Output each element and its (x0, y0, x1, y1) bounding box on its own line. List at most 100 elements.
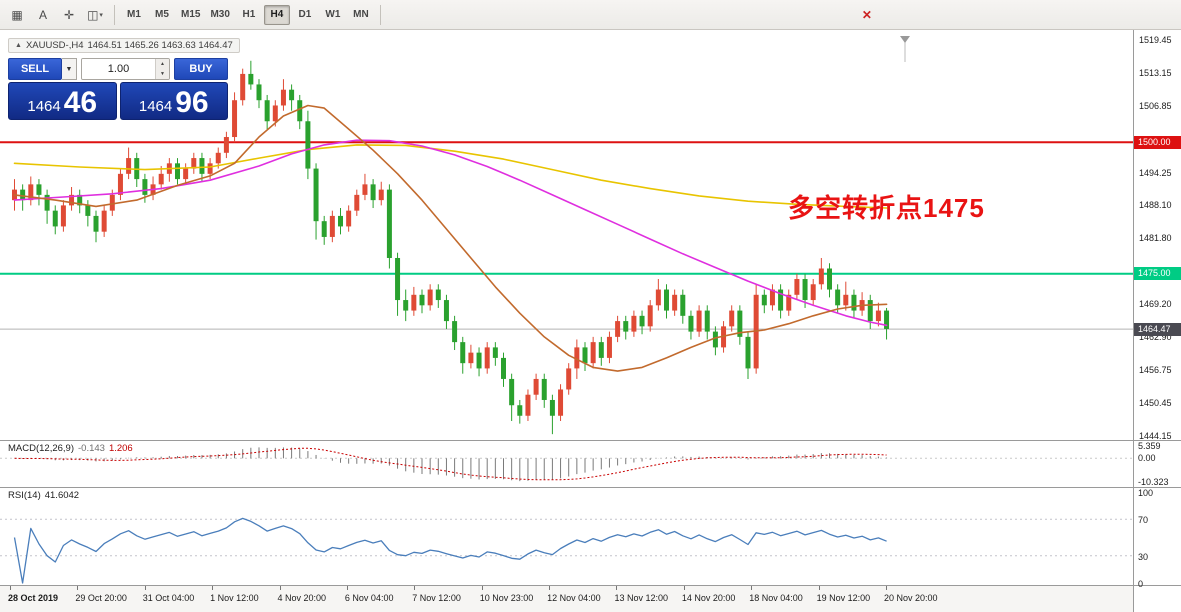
time-tick (549, 586, 551, 590)
macd-signal-value: 1.206 (108, 443, 133, 454)
panel-separator[interactable] (0, 585, 1181, 586)
timeframe-m5[interactable]: M5 (149, 5, 175, 25)
rsi-line (13, 517, 887, 584)
time-tick (481, 586, 483, 590)
time-tick (346, 586, 348, 590)
time-tick (212, 586, 214, 590)
macd-main-value: -0.143 (78, 443, 105, 454)
panel-separator[interactable] (0, 487, 1181, 488)
one-click-trading-panel: SELL ▼ ▲ ▼ BUY 1464 46 1464 96 (8, 58, 228, 120)
time-label: 6 Nov 04:00 (344, 593, 394, 603)
volume-field: ▲ ▼ (81, 58, 170, 80)
price-tick: 1494.25 (1139, 167, 1172, 178)
sell-price-display[interactable]: 1464 46 (8, 82, 117, 120)
price-tag-resistance: 1500.00 (1134, 135, 1181, 149)
buy-price-main: 1464 (138, 98, 173, 115)
macd-axis-tick: 0.00 (1138, 453, 1156, 464)
time-tick (77, 586, 79, 590)
delete-object-icon[interactable]: ✕ (855, 4, 879, 26)
price-tick: 1506.85 (1139, 101, 1172, 112)
macd-axis-tick: 5.359 (1138, 441, 1161, 451)
time-tick (886, 586, 887, 590)
time-label: 12 Nov 04:00 (547, 593, 601, 603)
rsi-axis-tick: 0 (1138, 579, 1144, 589)
time-label: 31 Oct 04:00 (142, 593, 195, 603)
volume-decrease-button[interactable]: ▼ (156, 69, 169, 79)
time-label: 13 Nov 12:00 (614, 593, 668, 603)
buy-price-display[interactable]: 1464 96 (119, 82, 228, 120)
volume-input[interactable] (82, 59, 155, 79)
toolbar: ▦ A ✛ ◫ ▾ M1 M5 M15 M30 H1 H4 D1 W1 MN ✕ (0, 0, 1181, 30)
time-label: 10 Nov 23:00 (479, 593, 534, 603)
draw-tools-icon[interactable]: ◫ ▾ (83, 4, 107, 26)
timeframe-mn[interactable]: MN (348, 5, 374, 25)
chart-title: ▲ XAUUSD-,H4 1464.51 1465.26 1463.63 146… (8, 38, 240, 53)
chart-annotation-text[interactable]: 多空转折点1475 (788, 193, 985, 223)
panel-separator[interactable] (0, 440, 1181, 441)
chart-symbol-period: XAUUSD-,H4 (25, 40, 84, 51)
ma-line-fast (13, 104, 888, 372)
time-label: 4 Nov 20:00 (277, 593, 327, 603)
chevron-down-icon: ▾ (99, 11, 103, 19)
price-tick: 1481.80 (1139, 233, 1172, 243)
time-tick (279, 586, 281, 590)
price-tick: 1456.75 (1139, 364, 1172, 375)
time-label: 29 Oct 20:00 (75, 593, 127, 603)
sell-button[interactable]: SELL (8, 58, 62, 80)
time-label: 18 Nov 04:00 (749, 593, 803, 603)
volume-spinner: ▲ ▼ (155, 59, 169, 79)
price-tag-support: 1475.00 (1134, 267, 1181, 281)
ma-line-slow (13, 144, 888, 209)
price-tick: 1469.20 (1139, 299, 1172, 310)
grid-icon[interactable]: ▦ (5, 4, 29, 26)
crosshair-icon[interactable]: ✛ (57, 4, 81, 26)
price-tick: 1444.15 (1139, 431, 1172, 441)
price-tick: 1462.90 (1139, 332, 1172, 343)
time-label: 14 Nov 20:00 (681, 593, 736, 603)
time-label: 19 Nov 12:00 (816, 593, 871, 603)
timeframe-m15[interactable]: M15 (177, 5, 204, 25)
time-axis[interactable]: 28 Oct 2019 29 Oct 20:00 31 Oct 04:00 1 Nov… (0, 586, 1133, 612)
price-tag-current: 1464.47 (1134, 322, 1181, 336)
macd-histogram (22, 447, 888, 482)
timeframe-group: M1 M5 M15 M30 H1 H4 D1 W1 MN (121, 4, 374, 25)
time-tick (616, 586, 618, 590)
candlesticks (12, 60, 890, 435)
time-tick (751, 586, 753, 590)
time-label: 28 Oct 2019 (8, 593, 59, 603)
buy-price-pips: 96 (175, 86, 209, 120)
macd-label: MACD(12,26,9) -0.143 1.206 (8, 443, 137, 454)
text-tool-icon[interactable]: A (31, 4, 55, 26)
price-tick: 1450.45 (1139, 397, 1172, 408)
toolbar-separator (114, 4, 115, 25)
time-label: 1 Nov 12:00 (210, 593, 259, 603)
ma-line-medium (13, 139, 888, 327)
price-tick: 1488.10 (1139, 199, 1172, 210)
timeframe-h4[interactable]: H4 (263, 4, 290, 25)
sell-price-pips: 46 (63, 86, 98, 120)
time-tick (414, 586, 416, 590)
buy-button[interactable]: BUY (174, 58, 228, 80)
timeframe-w1[interactable]: W1 (320, 5, 346, 25)
price-tick: 1519.45 (1139, 35, 1172, 45)
timeframe-m1[interactable]: M1 (121, 5, 147, 25)
time-label: 7 Nov 12:00 (412, 593, 461, 603)
price-tick: 1513.15 (1139, 68, 1172, 79)
time-label: 20 Nov 20:00 (884, 593, 938, 603)
time-tick (683, 586, 685, 590)
chart-shift-marker[interactable] (900, 36, 910, 43)
rsi-value: 41.6042 (44, 490, 80, 501)
macd-signal-line (14, 447, 887, 481)
triangle-up-icon: ▲ (15, 42, 22, 49)
timeframe-d1[interactable]: D1 (292, 5, 318, 25)
sell-dropdown-button[interactable]: ▼ (62, 58, 77, 80)
timeframe-m30[interactable]: M30 (206, 5, 233, 25)
timeframe-h1[interactable]: H1 (236, 5, 262, 25)
macd-axis-tick: -10.323 (1138, 477, 1169, 487)
draw-tools-glyph: ◫ (87, 7, 99, 22)
rsi-name: RSI(14) (8, 490, 41, 501)
sell-price-main: 1464 (27, 98, 61, 115)
volume-increase-button[interactable]: ▲ (156, 59, 169, 69)
chart-ohlc: 1464.51 1465.26 1463.63 1464.47 (87, 40, 233, 51)
